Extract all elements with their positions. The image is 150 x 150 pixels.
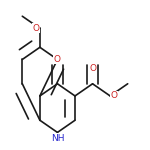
- Text: O: O: [32, 24, 39, 33]
- Text: O: O: [89, 63, 96, 72]
- Text: NH: NH: [51, 134, 64, 143]
- Text: O: O: [111, 92, 118, 100]
- Text: O: O: [54, 54, 61, 63]
